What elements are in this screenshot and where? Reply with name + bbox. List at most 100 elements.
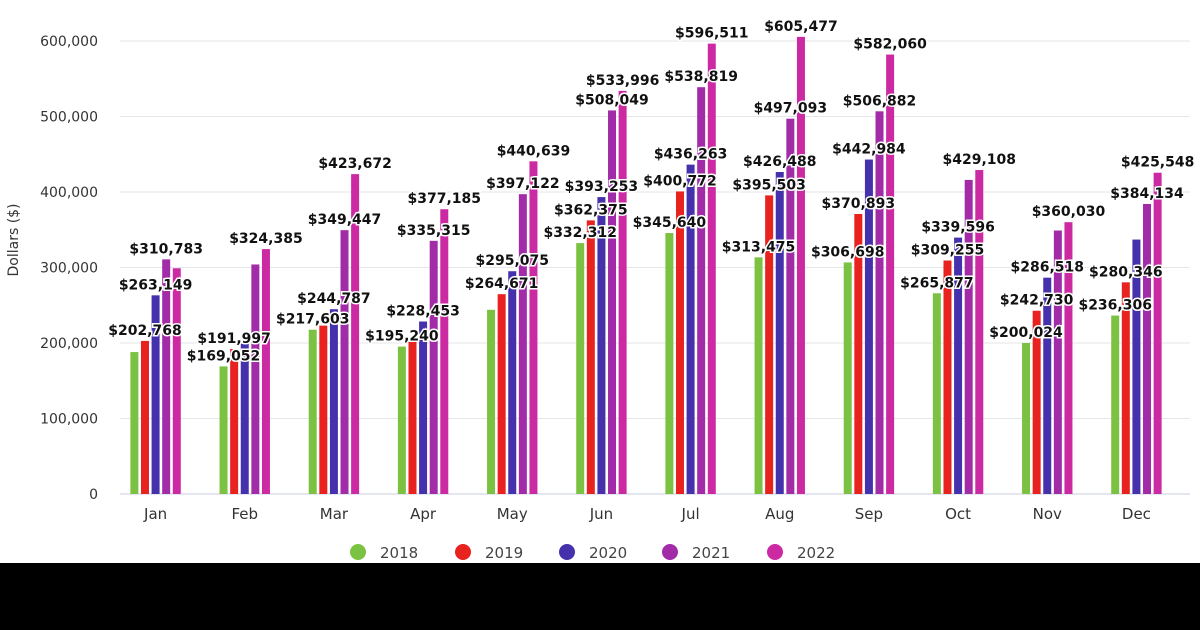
data-label: $309,255	[911, 243, 985, 259]
data-label: $345,640	[633, 215, 707, 231]
bar-2022-Jul	[707, 43, 716, 495]
data-label: $436,263	[654, 147, 728, 163]
bar-2022-Aug	[796, 36, 805, 494]
data-label: $425,548	[1121, 155, 1195, 171]
bar-2018-Sep	[843, 262, 852, 494]
bar-2020-Jun	[597, 197, 606, 494]
data-label: $400,772	[643, 173, 717, 189]
data-label: $426,488	[743, 154, 817, 170]
bar-2022-Jun	[618, 90, 627, 495]
bar-2021-Jul	[697, 87, 706, 495]
bar-2019-Dec	[1121, 282, 1130, 494]
bar-2020-Apr	[419, 321, 428, 494]
y-tick-label: 500,000	[40, 110, 98, 126]
bar-2020-Aug	[775, 172, 784, 494]
data-label: $360,030	[1032, 204, 1106, 220]
data-label: $377,185	[408, 191, 482, 207]
bar-2018-Jan	[130, 352, 139, 494]
data-label: $339,596	[921, 220, 995, 236]
bar-2019-Jan	[140, 340, 149, 494]
data-label: $236,306	[1078, 298, 1152, 314]
bar-2022-Nov	[1064, 222, 1073, 494]
bar-2021-Mar	[340, 230, 349, 494]
bar-2020-Oct	[954, 237, 963, 494]
data-label: $263,149	[119, 277, 193, 293]
bar-2018-May	[487, 309, 496, 494]
data-label: $195,240	[365, 329, 439, 345]
x-tick-label: Nov	[1033, 505, 1062, 523]
bar-2018-Nov	[1022, 342, 1031, 494]
legend-marker-icon	[350, 544, 366, 560]
bar-2019-Nov	[1032, 310, 1041, 494]
bar-2022-Mar	[351, 174, 360, 495]
bar-2019-May	[497, 294, 506, 494]
data-label: $217,603	[276, 312, 350, 328]
data-label: $582,060	[853, 37, 927, 53]
x-tick-label: May	[497, 505, 528, 523]
data-label: $429,108	[943, 152, 1017, 168]
x-tick-label: Oct	[945, 505, 971, 523]
data-label: $332,312	[543, 225, 617, 241]
data-label: $335,315	[397, 223, 471, 239]
data-label: $306,698	[811, 244, 885, 260]
legend-item-2021[interactable]: 2021	[662, 544, 730, 562]
y-tick-label: 100,000	[40, 412, 98, 428]
data-label: $384,134	[1110, 186, 1184, 202]
bar-2018-Aug	[754, 257, 763, 494]
x-tick-label: Aug	[765, 505, 794, 523]
bar-2022-Dec	[1153, 172, 1162, 495]
data-label: $169,052	[187, 348, 261, 364]
bar-2022-Oct	[975, 170, 984, 495]
data-label: $393,253	[565, 179, 639, 195]
bar-2019-Aug	[765, 195, 774, 494]
bar-2019-Sep	[854, 213, 863, 495]
legend-label: 2020	[589, 544, 627, 562]
bar-2020-May	[508, 271, 517, 494]
bar-2018-Apr	[397, 346, 406, 494]
bar-2022-Feb	[261, 249, 270, 494]
bar-2021-Jan	[162, 259, 171, 494]
data-label: $605,477	[764, 19, 838, 35]
legend-label: 2021	[692, 544, 730, 562]
bar-2018-Dec	[1111, 315, 1120, 494]
bar-2021-Dec	[1143, 203, 1152, 495]
legend-item-2020[interactable]: 2020	[559, 544, 627, 562]
y-tick-label: 400,000	[40, 185, 98, 201]
data-label: $397,122	[486, 176, 560, 192]
y-tick-label: 0	[89, 487, 98, 503]
black-footer-band	[0, 563, 1200, 630]
x-tick-label: Mar	[320, 505, 349, 523]
legend-item-2019[interactable]: 2019	[455, 544, 523, 562]
legend-marker-icon	[455, 544, 471, 560]
bar-2019-Feb	[230, 349, 239, 494]
bar-2020-Feb	[240, 340, 249, 494]
legend-item-2022[interactable]: 2022	[767, 544, 835, 562]
legend-item-2018[interactable]: 2018	[350, 544, 418, 562]
legend-marker-icon	[767, 544, 783, 560]
data-label: $440,639	[497, 143, 571, 159]
data-label: $244,787	[297, 291, 371, 307]
data-label: $533,996	[586, 73, 660, 89]
bar-2021-Sep	[875, 111, 884, 495]
data-label: $324,385	[229, 231, 303, 247]
legend-label: 2018	[380, 544, 418, 562]
bar-2021-Nov	[1053, 230, 1062, 494]
data-label: $370,893	[822, 196, 896, 212]
data-label: $228,453	[386, 304, 460, 320]
bar-2019-Apr	[408, 339, 417, 494]
bar-2019-Mar	[319, 325, 328, 494]
data-label: $310,783	[129, 241, 203, 257]
legend-marker-icon	[662, 544, 678, 560]
data-label: $508,049	[575, 92, 649, 108]
data-label: $349,447	[308, 212, 382, 228]
data-label: $538,819	[664, 69, 738, 85]
data-label: $442,984	[832, 142, 906, 158]
bar-2018-Feb	[219, 366, 228, 494]
data-label: $202,768	[108, 323, 182, 339]
data-label: $313,475	[722, 239, 796, 255]
bar-2018-Oct	[932, 293, 941, 494]
x-tick-label: Jun	[589, 505, 613, 523]
legend-label: 2022	[797, 544, 835, 562]
bar-2018-Jun	[576, 243, 585, 494]
